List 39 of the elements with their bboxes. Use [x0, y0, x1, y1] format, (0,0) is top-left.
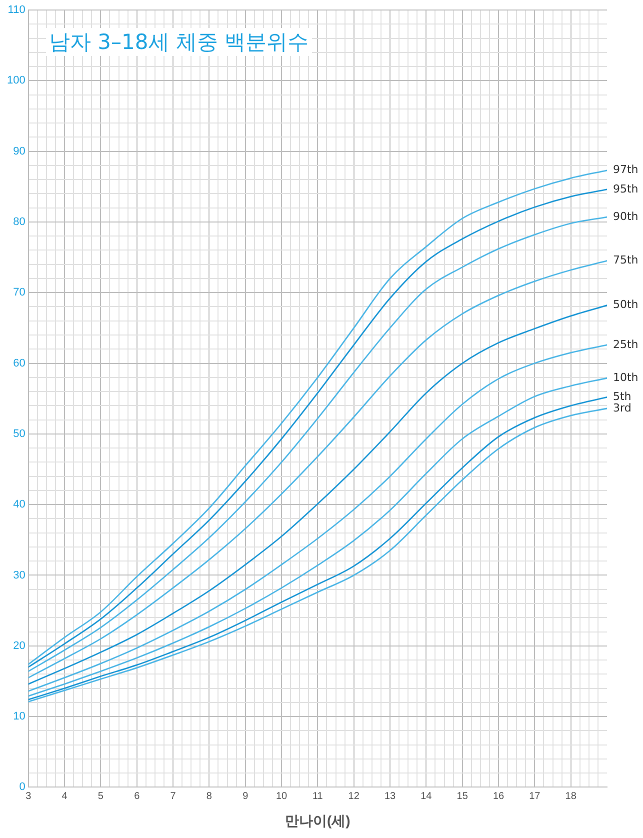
- x-tick-label: 12: [348, 790, 360, 802]
- x-tick-label: 3: [26, 790, 32, 802]
- y-tick-label: 100: [6, 74, 26, 87]
- y-tick-label: 40: [13, 498, 26, 511]
- series-label: 95th: [613, 182, 638, 196]
- series-label: 75th: [613, 254, 638, 267]
- x-tick-label: 17: [529, 790, 541, 802]
- series-label: 50th: [613, 298, 638, 312]
- series-label: 5th: [613, 390, 632, 404]
- y-tick-label: 60: [13, 357, 26, 370]
- y-tick-label: 0: [19, 781, 26, 794]
- text: 남자 3–18세 체중 백분위수: [46, 28, 312, 56]
- x-tick-label: 15: [456, 790, 468, 802]
- x-tick-label: 7: [170, 790, 176, 802]
- x-axis-title: 만나이(세): [285, 812, 350, 828]
- x-tick-label: 10: [276, 790, 288, 802]
- x-tick-label: 8: [206, 790, 212, 802]
- x-tick-label: 14: [420, 790, 432, 802]
- x-tick-label: 11: [312, 790, 324, 802]
- x-tick-label: 16: [492, 790, 505, 802]
- x-tick-label: 9: [242, 790, 249, 802]
- y-tick-label: 50: [13, 428, 26, 440]
- x-tick-label: 13: [384, 790, 396, 802]
- series-label: 10th: [613, 370, 638, 384]
- series-label: 25th: [613, 338, 638, 351]
- y-tick-label: 110: [8, 4, 26, 16]
- y-tick-label: 80: [13, 216, 26, 228]
- x-tick-label: 5: [98, 790, 104, 802]
- y-tick-label: 70: [13, 286, 26, 299]
- series-label: 97th: [613, 163, 638, 176]
- x-tick-label: 18: [565, 790, 577, 802]
- x-tick-label: 6: [134, 790, 140, 802]
- x-tick-label: 4: [62, 790, 68, 802]
- series-label: 90th: [613, 210, 638, 223]
- series-label: 3rd: [613, 401, 632, 414]
- y-tick-label: 10: [13, 710, 26, 723]
- y-tick-label: 30: [13, 569, 26, 582]
- y-tick-label: 90: [13, 145, 26, 158]
- y-tick-label: 20: [13, 640, 26, 652]
